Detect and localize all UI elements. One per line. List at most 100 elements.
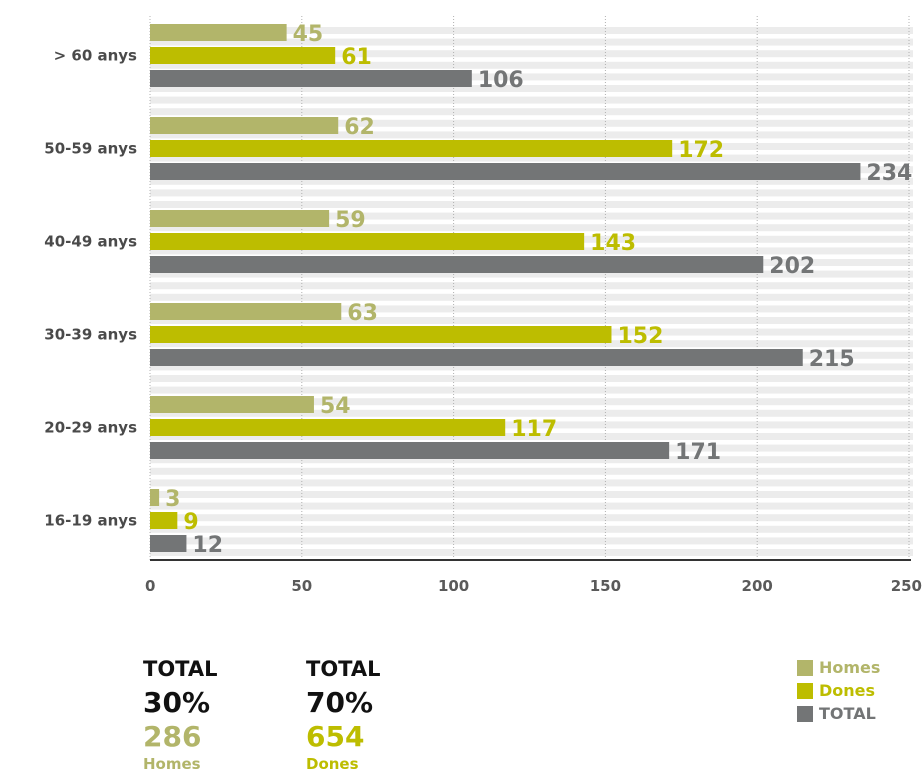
- category-label: 50-59 anys: [44, 140, 137, 158]
- background-stripe: [150, 108, 913, 116]
- category-label: 16-19 anys: [44, 512, 137, 530]
- legend-item-total: TOTAL: [797, 702, 880, 725]
- background-stripe: [150, 189, 913, 197]
- background-stripe: [150, 247, 913, 255]
- background-stripe: [150, 467, 913, 475]
- background-stripe: [150, 131, 913, 139]
- value-label-homes: 59: [335, 208, 366, 233]
- background-stripe: [150, 491, 913, 498]
- background-stripe: [150, 514, 913, 522]
- bar-total: [150, 163, 861, 180]
- bar-total: [150, 535, 187, 552]
- background-stripe: [150, 224, 913, 232]
- x-tick-label: 50: [291, 577, 312, 595]
- summary-dones-name: Dones: [306, 755, 359, 773]
- background-stripe: [150, 525, 913, 533]
- value-label-total: 12: [192, 533, 223, 558]
- value-label-total: 215: [809, 347, 855, 372]
- summary-dones-count: 654: [306, 720, 365, 753]
- summary-dones: TOTAL 70% 654 Dones: [306, 652, 381, 774]
- legend-item-dones: Dones: [797, 679, 880, 702]
- x-tick-label: 0: [145, 577, 155, 595]
- background-stripe: [150, 537, 913, 545]
- bar-dones: [150, 47, 336, 64]
- value-label-dones: 172: [678, 138, 724, 163]
- background-stripe: [150, 96, 913, 104]
- bar-total: [150, 349, 803, 366]
- x-tick-label: 250: [891, 577, 922, 595]
- x-tick-label: 200: [742, 577, 773, 595]
- value-label-total: 171: [675, 440, 721, 465]
- value-labels: 45 61 106 62 172 234 59 143 202 63 152 215 54 117 171 3…: [165, 22, 912, 558]
- category-label: 30-39 anys: [44, 326, 137, 344]
- bar-homes: [150, 117, 339, 134]
- bar-total: [150, 442, 670, 459]
- background-stripe: [150, 375, 913, 382]
- background-stripe: [150, 398, 913, 406]
- background-stripe: [150, 85, 913, 92]
- background-stripe: [150, 154, 913, 162]
- bar-dones: [150, 233, 585, 250]
- value-label-homes: 62: [344, 115, 375, 140]
- background-stripe: [150, 27, 913, 34]
- value-label-homes: 45: [293, 22, 324, 47]
- bar-dones: [150, 419, 506, 436]
- bar-homes: [150, 24, 287, 41]
- value-label-homes: 63: [347, 301, 378, 326]
- background-stripe: [150, 456, 913, 464]
- background-stripe: [150, 270, 913, 278]
- value-label-total: 234: [866, 161, 912, 186]
- summary-dones-percent: 70%: [306, 686, 374, 719]
- background-stripe: [150, 317, 913, 324]
- category-labels: > 60 anys 50-59 anys 40-49 anys 30-39 anys 2…: [44, 47, 137, 530]
- background-stripe: [150, 201, 913, 208]
- background-stripe: [150, 293, 913, 301]
- value-label-dones: 152: [617, 324, 663, 349]
- legend-label-total: TOTAL: [819, 704, 876, 723]
- value-label-total: 106: [478, 68, 524, 93]
- background-stripes: [150, 27, 913, 556]
- summary-homes-count: 286: [143, 720, 202, 753]
- legend-item-homes: Homes: [797, 656, 880, 679]
- background-stripe: [150, 409, 913, 417]
- bar-homes: [150, 396, 314, 413]
- bar-dones: [150, 140, 673, 157]
- background-stripe: [150, 340, 913, 348]
- category-label: > 60 anys: [54, 47, 137, 65]
- category-label: 20-29 anys: [44, 419, 137, 437]
- bar-chart: 45 61 106 62 172 234 59 143 202 63 152 215 54 117 171 3…: [44, 16, 922, 595]
- summary-homes: TOTAL 30% 286 Homes: [143, 652, 218, 774]
- bar-homes: [150, 303, 342, 320]
- bar-total: [150, 70, 472, 87]
- value-label-homes: 54: [320, 394, 351, 419]
- legend-swatch-homes: [797, 659, 813, 676]
- value-label-total: 202: [769, 254, 815, 279]
- background-stripe: [150, 212, 913, 220]
- bar-homes: [150, 489, 160, 506]
- bar-homes: [150, 210, 330, 227]
- background-stripe: [150, 119, 913, 127]
- legend-label-homes: Homes: [819, 658, 881, 677]
- value-label-homes: 3: [165, 487, 180, 512]
- bar-dones: [150, 512, 178, 529]
- background-stripe: [150, 433, 913, 440]
- summary-homes-percent: 30%: [143, 686, 211, 719]
- background-stripe: [150, 386, 913, 394]
- background-stripe: [150, 421, 913, 429]
- summary-homes-name: Homes: [143, 755, 201, 773]
- background-stripe: [150, 50, 913, 58]
- value-label-dones: 61: [341, 45, 372, 70]
- category-label: 40-49 anys: [44, 233, 137, 251]
- background-stripe: [150, 479, 913, 487]
- value-label-dones: 9: [183, 510, 198, 535]
- legend: Homes Dones TOTAL: [797, 656, 880, 725]
- background-stripe: [150, 502, 913, 510]
- background-stripe: [150, 549, 913, 556]
- grid-lines: [149, 16, 910, 560]
- bar-total: [150, 256, 764, 273]
- background-stripe: [150, 305, 913, 313]
- background-stripe: [150, 61, 913, 69]
- background-stripe: [150, 282, 913, 290]
- legend-swatch-dones: [797, 682, 813, 699]
- summary-dones-title: TOTAL: [306, 657, 381, 681]
